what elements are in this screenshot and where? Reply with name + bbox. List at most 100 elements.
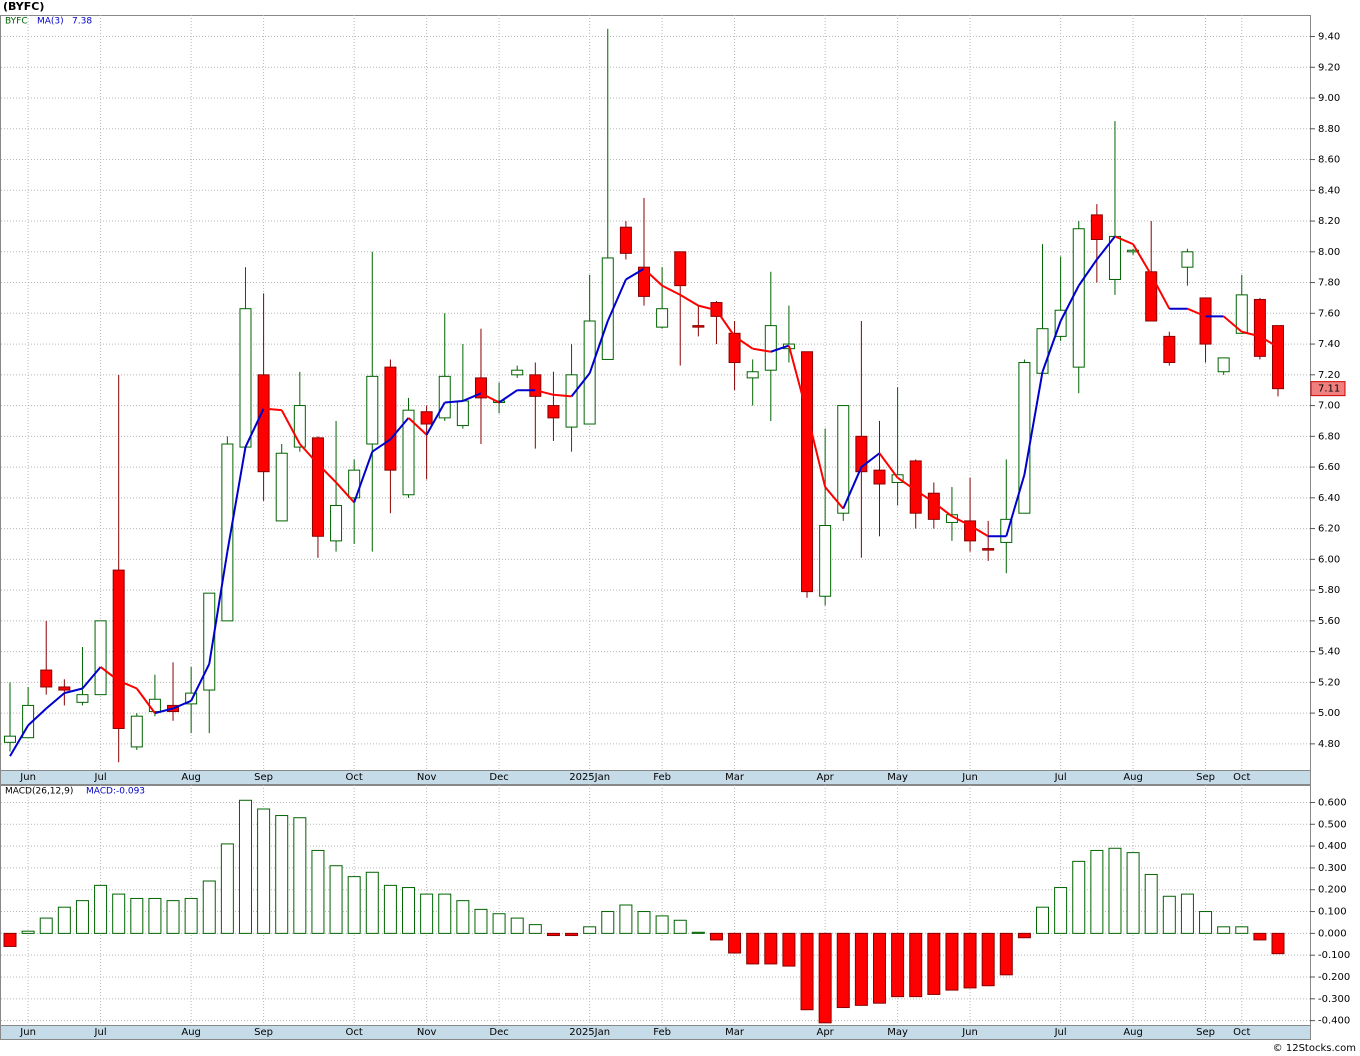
ma-segment [1023,371,1044,475]
candle-body [964,520,977,542]
candle-body [1217,357,1230,373]
macd-title: MACD(26,12,9) [5,787,73,797]
y-tick-label: 8.80 [1318,124,1340,135]
macd-bar [655,915,669,934]
ma-segment [335,481,355,504]
x-tick-label: Sep [1196,1027,1215,1038]
y-tick-label: 5.20 [1318,677,1340,688]
macd-bar [510,917,524,934]
ma-segment [842,466,863,509]
macd-bar [238,799,252,934]
x-tick-label: Jun [19,1027,36,1038]
y-tick-label: 7.80 [1318,278,1340,289]
macd-bar [202,880,216,934]
y-tick-label: 5.60 [1318,616,1340,627]
macd-bar [927,932,941,995]
candle-body [764,325,777,371]
x-tick-label: Dec [489,772,508,783]
y-tick-label: 4.80 [1318,739,1340,750]
ma-segment [824,486,845,510]
ma-segment [154,707,174,715]
x-tick-label: Jul [94,1027,107,1038]
y-tick-label: 6.60 [1318,462,1340,473]
x-tick-label: Sep [1196,772,1215,783]
candle-body [728,332,741,364]
x-tick-label: Oct [1233,1027,1250,1038]
candle-body [348,469,361,499]
ma-segment [1150,274,1171,310]
y-tick-label: 0.000 [1318,928,1347,939]
y-tick-label: 7.60 [1318,308,1340,319]
ma-segment [444,399,463,404]
macd-bar [383,884,397,934]
candle-body [1235,294,1248,334]
ma-segment [462,392,482,402]
x-tick-label: Jul [94,772,107,783]
date-band [0,770,1311,785]
ma-segment [553,393,572,398]
macd-bar [728,932,742,954]
ma-segment [787,345,808,414]
macd-bar [220,843,234,934]
macd-bar [1217,926,1231,934]
candle-body [565,374,578,428]
ma-segment [679,293,699,307]
ma-segment [860,452,881,468]
candle-body [1199,297,1212,345]
x-tick-label: Mar [725,772,745,783]
macd-bar [420,893,434,934]
ma-segment [263,407,282,412]
macd-bar [402,887,416,934]
macd-bar [1126,852,1140,934]
candle-body [746,371,759,379]
candle-body [1272,325,1284,390]
y-tick-label: 5.00 [1318,708,1340,719]
macd-bar [1054,887,1068,934]
x-tick-label: Jul [1054,772,1067,783]
ma-segment [770,344,790,353]
x-tick-label: Feb [653,772,671,783]
macd-bar [764,932,778,965]
x-tick-label: Aug [1123,772,1143,783]
candle-body [402,409,415,496]
macd-bar [1271,932,1285,955]
chart-title: (BYFC) [3,0,44,13]
macd-bar [872,932,886,1004]
ma-segment [299,443,319,465]
candle-body [239,308,252,448]
candle-body [1163,335,1176,364]
macd-bar [945,932,959,991]
macd-bar [1253,932,1267,941]
ma-segment [1132,243,1153,276]
ma-segment [480,392,500,404]
footer: © 12Stocks.com [1273,1043,1356,1054]
macd-bar [94,884,108,934]
y-tick-label: 8.60 [1318,155,1340,166]
macd-bar [1036,906,1050,934]
ma-segment [226,446,247,552]
ma-segment [1114,235,1134,246]
ma-segment [588,320,609,374]
y-tick-label: 6.00 [1318,554,1340,565]
x-tick-label: Jul [1054,1027,1067,1038]
y-tick-label: 0.500 [1318,819,1347,830]
ma-segment [661,284,681,296]
ma-segment [280,409,301,445]
macd-bar [999,932,1013,976]
candle-body [1000,518,1013,543]
x-tick-label: Nov [417,1027,437,1038]
x-tick-label: May [887,772,908,783]
candle-body [837,405,850,514]
ma-segment [118,679,138,690]
candle-body [1072,228,1085,368]
macd-bar [184,897,198,934]
date-band [0,1025,1311,1040]
candle-body [547,405,560,419]
ma-segment [371,438,391,453]
candle-body [76,694,89,703]
candle-body [130,715,143,748]
y-tick-label: 0.100 [1318,907,1347,918]
macd-bar [601,911,615,934]
macd-bar [1108,847,1122,934]
y-tick-label: 9.20 [1318,62,1340,73]
